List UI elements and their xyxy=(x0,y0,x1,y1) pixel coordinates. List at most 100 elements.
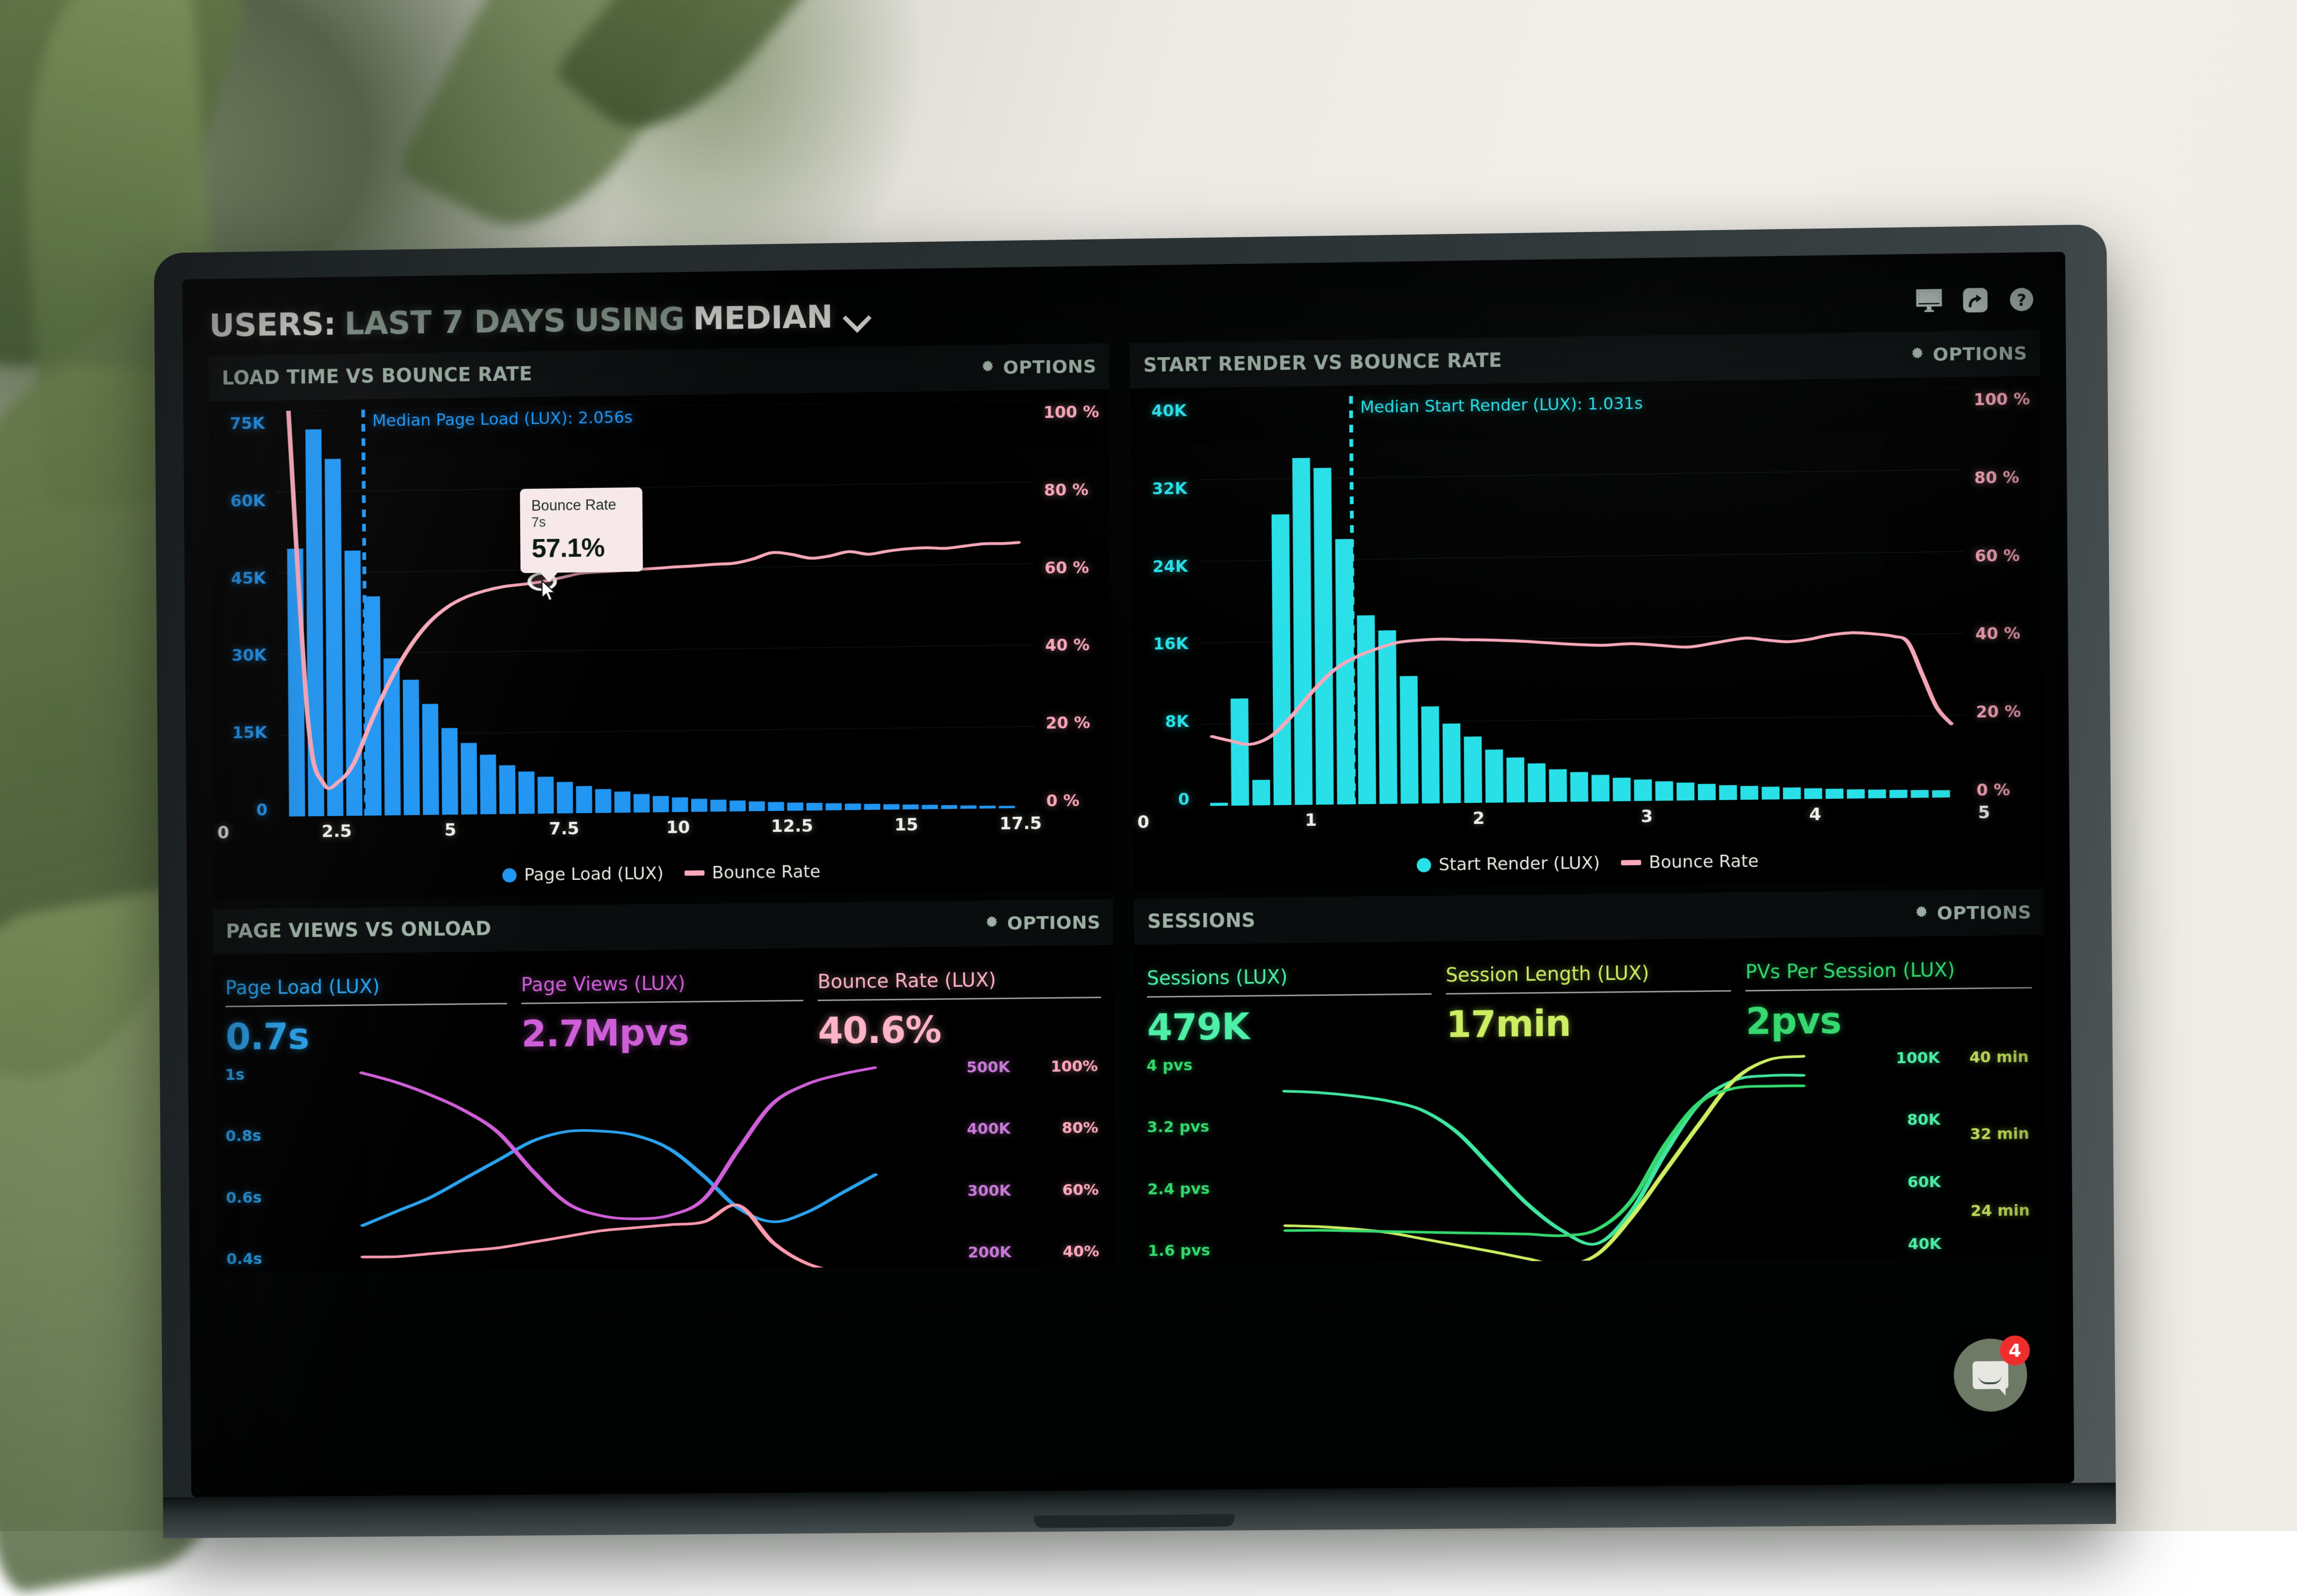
screen-bezel: USERS: LAST 7 DAYS USING MEDIAN ? xyxy=(182,252,2074,1497)
legend-label: Start Render (LUX) xyxy=(1438,853,1600,875)
options-label: OPTIONS xyxy=(1933,343,2027,365)
gear-icon xyxy=(1913,905,1931,922)
legend-label: Page Load (LUX) xyxy=(524,864,663,885)
y-tick: 1s xyxy=(225,1066,245,1084)
panel-title: LOAD TIME VS BOUNCE RATE xyxy=(222,363,532,390)
y-tick: 0.4s xyxy=(226,1249,262,1268)
kpi-row: Sessions (LUX) 479K Session Length (LUX)… xyxy=(1134,946,2045,1051)
panel-body: 75K 60K 45K 30K 15K 0 Median Page Load (… xyxy=(209,389,1113,901)
kpi-value: 2pvs xyxy=(1745,988,2032,1043)
chevron-down-icon[interactable] xyxy=(844,308,871,325)
header-icon-group: ? xyxy=(1915,285,2036,315)
panel-body: Sessions (LUX) 479K Session Length (LUX)… xyxy=(1134,935,2046,1265)
y-tick: 0 xyxy=(256,801,268,820)
y-tick: 40% xyxy=(1063,1242,1099,1261)
y-tick: 4 pvs xyxy=(1147,1056,1193,1075)
options-label: OPTIONS xyxy=(1003,356,1096,378)
kpi-value: 2.7Mpvs xyxy=(521,1001,804,1055)
x-tick: 5 xyxy=(444,820,456,840)
legend-item[interactable]: Page Load (LUX) xyxy=(502,864,664,885)
y-axis-right: 100 % 80 % 60 % 40 % 20 % 0 % xyxy=(1033,400,1112,811)
x-tick: 10 xyxy=(666,818,690,837)
kpi-value: 40.6% xyxy=(818,998,1102,1052)
y-tick: 80% xyxy=(1062,1119,1098,1137)
options-button[interactable]: OPTIONS xyxy=(983,912,1101,934)
kpi-label: Session Length (LUX) xyxy=(1446,962,1731,993)
kpi-pvs-per-session[interactable]: PVs Per Session (LUX) 2pvs xyxy=(1745,958,2032,1043)
y-tick: 30K xyxy=(232,646,266,666)
legend-dot-icon xyxy=(1416,858,1431,872)
y-axis-right-session-length: 40 min 32 min 24 min xyxy=(1969,1046,2030,1257)
dashboard-screen: USERS: LAST 7 DAYS USING MEDIAN ? xyxy=(182,252,2074,1497)
tooltip-subtitle: 7s xyxy=(532,514,630,531)
gear-icon xyxy=(1909,346,1926,364)
panel-title: PAGE VIEWS VS ONLOAD xyxy=(226,918,491,943)
y-tick: 15K xyxy=(232,723,267,743)
y-tick: 400K xyxy=(967,1120,1010,1138)
kpi-label: PVs Per Session (LUX) xyxy=(1745,958,2032,990)
legend-item[interactable]: Bounce Rate xyxy=(684,862,820,883)
y-tick: 60K xyxy=(1907,1173,1941,1191)
x-tick: 4 xyxy=(1809,804,1821,824)
chat-widget-button[interactable]: 4 xyxy=(1954,1338,2028,1412)
y-tick: 24 min xyxy=(1970,1201,2030,1220)
y-tick: 100 % xyxy=(1974,390,2030,410)
y-axis-right-bounce: 100% 80% 60% 40% xyxy=(1051,1055,1099,1266)
y-tick: 40 % xyxy=(1045,636,1089,655)
panel-page-views: PAGE VIEWS VS ONLOAD OPTIONS Page Load (… xyxy=(213,899,1116,1273)
y-tick: 20 % xyxy=(1976,702,2021,722)
kpi-label: Sessions (LUX) xyxy=(1147,964,1431,996)
chart-tooltip: Bounce Rate 7s 57.1% xyxy=(520,487,643,573)
x-tick: 2.5 xyxy=(321,822,351,842)
share-icon[interactable] xyxy=(1961,286,1989,314)
options-button[interactable]: OPTIONS xyxy=(1909,343,2028,366)
chart-area: 75K 60K 45K 30K 15K 0 Median Page Load (… xyxy=(209,400,1112,820)
y-tick: 75K xyxy=(230,414,265,433)
kpi-row: Page Load (LUX) 0.7s Page Views (LUX) 2.… xyxy=(213,955,1114,1060)
panel-title: START RENDER VS BOUNCE RATE xyxy=(1143,349,1502,377)
plot-sessions[interactable]: 4 pvs 3.2 pvs 2.4 pvs 1.6 pvs 100K 80K 6… xyxy=(1135,1046,2047,1265)
y-axis-right-sessions: 100K 80K 60K 40K xyxy=(1896,1046,1942,1258)
y-tick: 60K xyxy=(230,491,265,511)
laptop-device: USERS: LAST 7 DAYS USING MEDIAN ? xyxy=(154,224,2116,1538)
y-tick: 60 % xyxy=(1044,558,1089,578)
x-tick: 3 xyxy=(1641,807,1653,826)
y-axis-left: 4 pvs 3.2 pvs 2.4 pvs 1.6 pvs xyxy=(1147,1054,1211,1264)
y-tick: 24K xyxy=(1152,557,1188,576)
y-tick: 40K xyxy=(1151,401,1187,421)
kpi-sessions[interactable]: Sessions (LUX) 479K xyxy=(1147,964,1432,1048)
smile-icon xyxy=(1978,1375,2002,1384)
panel-body: 40K 32K 24K 16K 8K 0 Median Start Render… xyxy=(1130,376,2043,890)
help-icon[interactable]: ? xyxy=(2008,285,2036,314)
options-button[interactable]: OPTIONS xyxy=(979,356,1096,378)
x-tick: 15 xyxy=(894,815,918,835)
plot-load-time[interactable]: Median Page Load (LUX): 2.056s Bounce Ra… xyxy=(275,401,1036,820)
kpi-session-length[interactable]: Session Length (LUX) 17min xyxy=(1446,962,1732,1046)
y-tick: 3.2 pvs xyxy=(1147,1118,1210,1136)
legend-item[interactable]: Bounce Rate xyxy=(1621,851,1758,872)
options-label: OPTIONS xyxy=(1007,912,1101,934)
median-annotation: Median Page Load (LUX): 2.056s xyxy=(372,408,633,430)
y-tick: 100 % xyxy=(1043,402,1099,423)
kpi-label: Page Load (LUX) xyxy=(225,974,507,1006)
panel-sessions: SESSIONS OPTIONS Sessions (LUX) xyxy=(1134,889,2046,1265)
y-axis-left: 75K 60K 45K 30K 15K 0 xyxy=(209,411,278,820)
plot-page-views[interactable]: 1s 0.8s 0.6s 0.4s 500K 400K 300K 200K xyxy=(213,1055,1116,1273)
y-axis-right: 100 % 80 % 60 % 40 % 20 % 0 % xyxy=(1963,387,2043,800)
legend-item[interactable]: Start Render (LUX) xyxy=(1416,853,1600,875)
title-range: LAST 7 DAYS xyxy=(344,302,566,342)
plot-start-render[interactable]: Median Start Render (LUX): 1.031s xyxy=(1197,388,1966,809)
legend-line-icon xyxy=(1621,860,1641,866)
chart-area: 40K 32K 24K 16K 8K 0 Median Start Render… xyxy=(1130,387,2043,810)
y-tick: 80 % xyxy=(1044,480,1088,500)
y-tick: 40 min xyxy=(1969,1047,2029,1066)
kpi-page-views[interactable]: Page Views (LUX) 2.7Mpvs xyxy=(521,971,804,1055)
kpi-bounce-rate[interactable]: Bounce Rate (LUX) 40.6% xyxy=(818,968,1102,1052)
kpi-page-load[interactable]: Page Load (LUX) 0.7s xyxy=(225,974,508,1058)
page-title[interactable]: USERS: LAST 7 DAYS USING MEDIAN xyxy=(209,297,871,344)
options-button[interactable]: OPTIONS xyxy=(1913,902,2032,924)
monitor-icon[interactable] xyxy=(1915,287,1943,315)
y-tick: 8K xyxy=(1165,712,1189,732)
legend-label: Bounce Rate xyxy=(712,862,821,882)
y-tick: 0 % xyxy=(1046,791,1080,811)
